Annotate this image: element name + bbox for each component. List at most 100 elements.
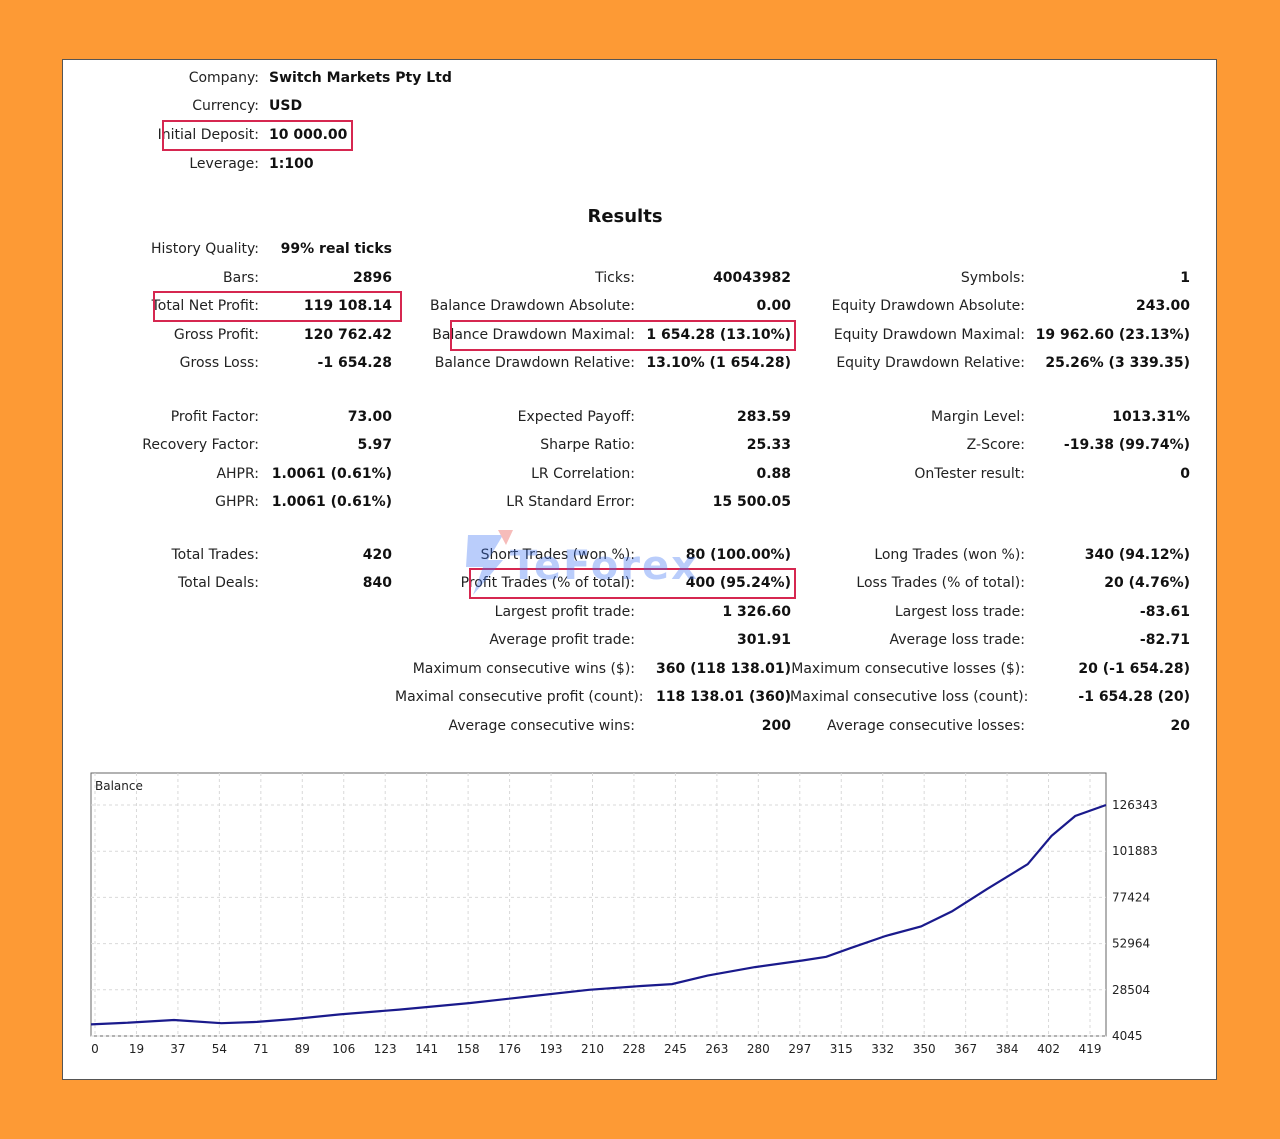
col2-stat-label: LR Standard Error:	[506, 494, 635, 510]
x-tick-label: 106	[332, 1042, 355, 1056]
col1-stat-value: 119 108.14	[303, 298, 392, 314]
col2-stat-value: 1 654.28 (13.10%)	[646, 327, 791, 343]
col1-stat-label: Total Net Profit:	[151, 298, 259, 314]
col2-stat-value: 118 138.01 (360)	[655, 689, 791, 705]
col1-stat-value: 1.0061 (0.61%)	[271, 466, 392, 482]
col2-stat-label: Balance Drawdown Relative:	[434, 355, 635, 371]
col1-stat-value: 1.0061 (0.61%)	[271, 494, 392, 510]
y-tick-label: 28504	[1112, 983, 1150, 997]
profit-trades-highlight	[469, 568, 796, 599]
col2-stat-label: Short Trades (won %):	[480, 547, 635, 563]
col3-stat-label: Symbols:	[960, 270, 1025, 286]
header-value: 1:100	[269, 156, 314, 172]
header-label: Initial Deposit:	[157, 127, 259, 143]
x-tick-label: 193	[540, 1042, 563, 1056]
col3-stat-label: Long Trades (won %):	[874, 547, 1025, 563]
col1-stat-label: AHPR:	[216, 466, 259, 482]
x-tick-label: 419	[1079, 1042, 1102, 1056]
col3-stat-value: -19.38 (99.74%)	[1063, 437, 1190, 453]
col3-stat-value: 25.26% (3 339.35)	[1045, 355, 1190, 371]
x-tick-label: 71	[253, 1042, 268, 1056]
x-tick-label: 19	[129, 1042, 144, 1056]
col3-stat-value: 19 962.60 (23.13%)	[1035, 327, 1190, 343]
col1-stat-label: Recovery Factor:	[142, 437, 259, 453]
col3-stat-label: Loss Trades (% of total):	[856, 575, 1025, 591]
col2-stat-value: 400 (95.24%)	[685, 575, 791, 591]
col3-stat-label: OnTester result:	[914, 466, 1025, 482]
y-tick-label: 101883	[1112, 844, 1158, 858]
col1-stat-value: 2896	[353, 270, 392, 286]
col2-stat-value: 0.00	[756, 298, 791, 314]
header-label: Company:	[188, 70, 259, 86]
col1-stat-value: 840	[362, 575, 392, 591]
drawdown-maximal-highlight	[450, 320, 796, 351]
col2-stat-value: 40043982	[713, 270, 791, 286]
col2-stat-label: Average profit trade:	[489, 632, 635, 648]
col3-stat-label: Maximal consecutive loss (count):	[790, 689, 1029, 705]
col2-stat-label: LR Correlation:	[531, 466, 635, 482]
header-value: USD	[269, 98, 303, 114]
history-quality-value: 99% real ticks	[280, 241, 392, 257]
col2-stat-value: 1 326.60	[722, 604, 791, 620]
col3-stat-label: Largest loss trade:	[894, 604, 1025, 620]
col3-stat-value: 1	[1180, 270, 1190, 286]
x-tick-label: 280	[747, 1042, 770, 1056]
col2-stat-value: 25.33	[746, 437, 791, 453]
header-value: Switch Markets Pty Ltd	[269, 70, 452, 86]
col1-stat-value: 420	[362, 547, 392, 563]
x-tick-label: 54	[212, 1042, 227, 1056]
col2-stat-label: Balance Drawdown Absolute:	[430, 298, 635, 314]
x-tick-label: 402	[1037, 1042, 1060, 1056]
x-tick-label: 384	[996, 1042, 1019, 1056]
x-tick-label: 158	[457, 1042, 480, 1056]
col3-stat-value: 340 (94.12%)	[1084, 547, 1190, 563]
col2-stat-value: 13.10% (1 654.28)	[646, 355, 791, 371]
col1-stat-label: Gross Loss:	[179, 355, 259, 371]
x-tick-label: 210	[581, 1042, 604, 1056]
col1-stat-label: Profit Factor:	[170, 409, 259, 425]
history-quality-label: History Quality:	[151, 241, 259, 257]
x-tick-label: 350	[913, 1042, 936, 1056]
header-label: Currency:	[192, 98, 259, 114]
col3-stat-label: Average consecutive losses:	[827, 718, 1025, 734]
col1-stat-label: Total Deals:	[177, 575, 259, 591]
initial-deposit-highlight	[162, 120, 353, 151]
col2-stat-value: 301.91	[736, 632, 791, 648]
col1-stat-label: Gross Profit:	[173, 327, 259, 343]
col2-stat-label: Maximal consecutive profit (count):	[395, 689, 644, 705]
col3-stat-label: Z-Score:	[966, 437, 1025, 453]
col3-stat-value: 20 (4.76%)	[1104, 575, 1190, 591]
y-tick-label: 4045	[1112, 1029, 1143, 1043]
col2-stat-value: 200	[761, 718, 791, 734]
y-tick-label: 126343	[1112, 798, 1158, 812]
col1-stat-value: 120 762.42	[303, 327, 392, 343]
x-tick-label: 367	[954, 1042, 977, 1056]
x-tick-label: 176	[498, 1042, 521, 1056]
col1-stat-value: 5.97	[357, 437, 392, 453]
col2-stat-label: Largest profit trade:	[494, 604, 635, 620]
x-tick-label: 37	[170, 1042, 185, 1056]
chart-frame	[90, 772, 1107, 1037]
col2-stat-label: Balance Drawdown Maximal:	[432, 327, 635, 343]
col3-stat-value: 20	[1170, 718, 1190, 734]
col3-stat-value: -82.71	[1139, 632, 1190, 648]
x-tick-label: 0	[91, 1042, 99, 1056]
col3-stat-value: -1 654.28 (20)	[1078, 689, 1190, 705]
col2-stat-value: 15 500.05	[712, 494, 791, 510]
results-title: Results	[587, 206, 663, 227]
col3-stat-value: 0	[1180, 466, 1190, 482]
header-value: 10 000.00	[269, 127, 348, 143]
col3-stat-label: Equity Drawdown Absolute:	[831, 298, 1025, 314]
x-tick-label: 315	[830, 1042, 853, 1056]
x-tick-label: 123	[374, 1042, 397, 1056]
col2-stat-label: Average consecutive wins:	[448, 718, 635, 734]
x-tick-label: 297	[788, 1042, 811, 1056]
chart-title: Balance	[95, 779, 143, 793]
x-tick-label: 89	[295, 1042, 310, 1056]
col3-stat-value: 1013.31%	[1112, 409, 1190, 425]
x-tick-label: 141	[415, 1042, 438, 1056]
col3-stat-label: Equity Drawdown Maximal:	[833, 327, 1025, 343]
col2-stat-value: 283.59	[736, 409, 791, 425]
y-tick-label: 77424	[1112, 890, 1150, 904]
header-label: Leverage:	[189, 156, 259, 172]
